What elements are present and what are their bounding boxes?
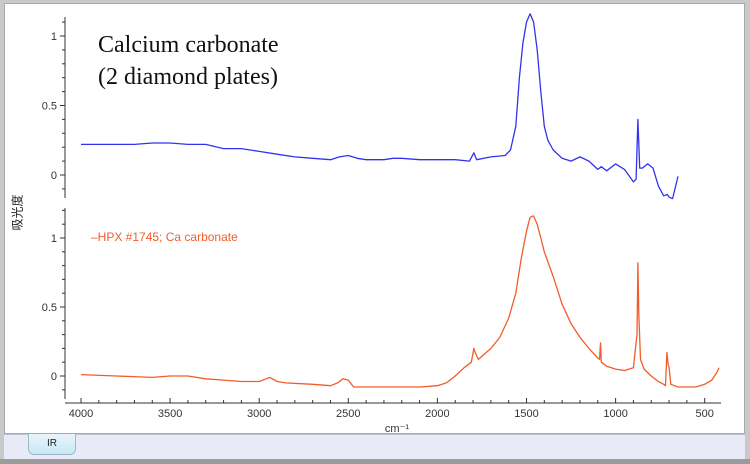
y-axis-label: 吸光度 (10, 194, 25, 231)
y-tick-label: 0 (51, 170, 57, 182)
bottom-panel-axis: 10.50 (42, 208, 66, 399)
window-bottom-border (0, 459, 750, 464)
legend-entry: –HPX #1745; Ca carbonate (91, 230, 238, 244)
x-tick-label: 1000 (603, 408, 627, 420)
title-line-2: (2 diamond plates) (98, 64, 278, 90)
chart-panel: 1 0.5 0 1 0.5 0 4000 3500 3000 2500 2000 1500 1000 50… (4, 3, 745, 435)
chart-title: Calcium carbonate (2 diamond plates) (98, 29, 279, 93)
y-tick-label: 0.5 (42, 101, 57, 113)
x-tick-label: 3500 (158, 408, 182, 420)
bottom-spectrum-line (80, 215, 720, 388)
x-tick-label: 500 (696, 408, 714, 420)
y-tick-label: 1 (51, 31, 57, 43)
top-panel-axis: 10.50 (42, 17, 66, 198)
title-line-1: Calcium carbonate (98, 32, 279, 58)
x-tick-label: 4000 (69, 408, 93, 420)
sheet-tab-bar: IR (4, 434, 745, 459)
tab-ir[interactable]: IR (28, 434, 76, 455)
y-tick-label: 1 (51, 233, 57, 245)
x-tick-label: 1500 (514, 408, 538, 420)
y-tick-label: 0 (51, 371, 57, 383)
x-tick-label: 2000 (425, 408, 449, 420)
x-tick-label: 2500 (336, 408, 360, 420)
top-spectrum-line (81, 13, 679, 200)
x-axis: 4000 3500 3000 2500 2000 1500 1000 500 cm⁻¹ (65, 398, 721, 435)
y-tick-label: 0.5 (42, 302, 57, 314)
series-layer (80, 13, 720, 388)
x-axis-label: cm⁻¹ (385, 423, 409, 435)
x-tick-label: 3000 (247, 408, 271, 420)
